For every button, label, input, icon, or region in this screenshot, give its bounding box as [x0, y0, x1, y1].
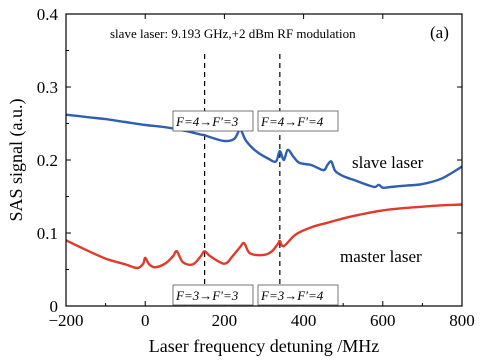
- series-label-master-laser: master laser: [340, 247, 422, 266]
- transition-label-box: [172, 110, 254, 132]
- series-label-slave-laser: slave laser: [352, 153, 424, 172]
- transition-label-text: F=3→F′=3: [175, 288, 239, 303]
- series-layer: [65, 113, 463, 270]
- transition-label-box: [257, 284, 339, 306]
- transition-label-box: [172, 284, 254, 306]
- y-axis-title: SAS signal (a.u.): [6, 99, 27, 222]
- y-tick-label: 0.2: [37, 151, 58, 170]
- x-tick-label: 600: [370, 311, 396, 330]
- panel-label: (a): [430, 23, 449, 42]
- x-tick-label: 400: [291, 311, 317, 330]
- y-tick-label: 0.4: [37, 5, 59, 24]
- x-tick-label: −200: [48, 311, 83, 330]
- annotation-text: slave laser: 9.193 GHz,+2 dBm RF modulat…: [110, 26, 356, 41]
- y-tick-label: 0.3: [37, 78, 58, 97]
- transition-label: F=4→F′=4: [257, 110, 339, 132]
- transition-label-box: [257, 110, 339, 132]
- transition-label: F=3→F′=3: [172, 284, 254, 306]
- reference-lines: [204, 54, 281, 306]
- x-tick-label: 200: [212, 311, 238, 330]
- y-tick-label: 0: [50, 297, 59, 316]
- series-line-master-laser: [65, 203, 463, 270]
- transition-label-text: F=3→F′=4: [260, 288, 324, 303]
- transition-label-text: F=4→F′=3: [175, 114, 239, 129]
- transition-label: F=4→F′=3: [172, 110, 254, 132]
- x-axis-title: Laser frequency detuning /MHz: [149, 336, 379, 356]
- y-tick-label: 0.1: [37, 224, 58, 243]
- x-tick-label: 800: [449, 311, 475, 330]
- transition-label-text: F=4→F′=4: [260, 114, 324, 129]
- x-tick-label: 0: [141, 311, 150, 330]
- transition-label: F=3→F′=4: [257, 284, 339, 306]
